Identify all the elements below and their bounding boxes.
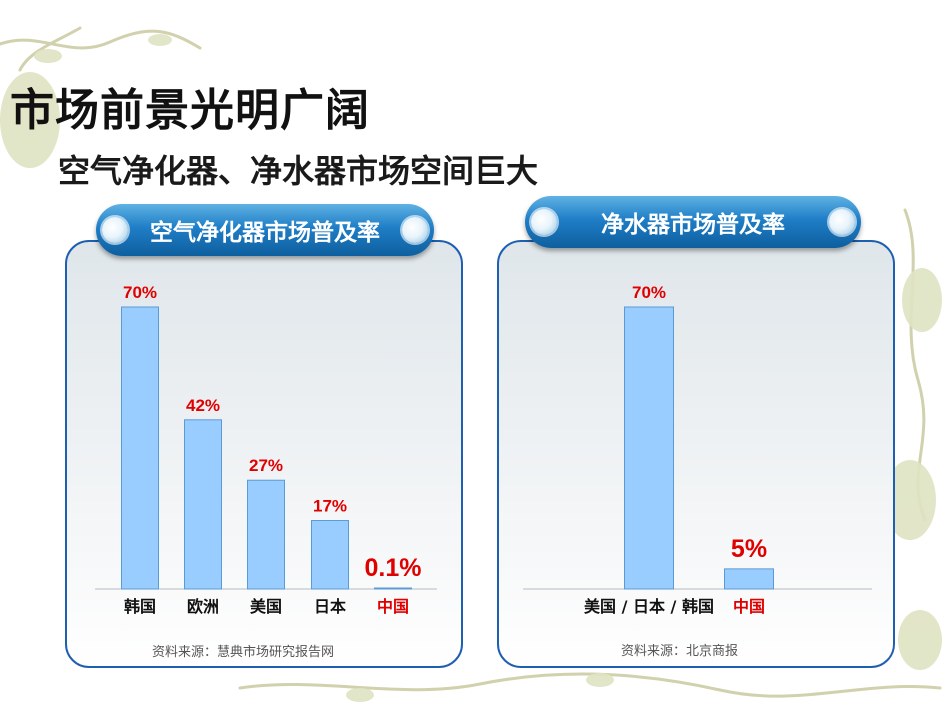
- data-label: 42%: [186, 396, 220, 415]
- bar: [624, 306, 674, 590]
- category-label: 欧洲: [187, 597, 219, 616]
- bar: [184, 419, 222, 590]
- bar: [121, 306, 159, 590]
- knob-icon: [531, 209, 557, 235]
- bar: [311, 520, 349, 590]
- air-purifier-chart-title: 空气净化器市场普及率: [150, 220, 380, 246]
- air-purifier-chart-title-pill: 空气净化器市场普及率: [96, 204, 434, 256]
- category-label: 美国: [250, 597, 282, 616]
- knob-icon: [102, 217, 128, 243]
- page-subtitle: 空气净化器、净水器市场空间巨大: [58, 152, 539, 190]
- category-label: 中国: [733, 597, 765, 616]
- water-purifier-chart-panel: [497, 240, 895, 668]
- bar: [724, 568, 774, 590]
- data-label: 5%: [731, 535, 767, 563]
- page-title: 市场前景光明广阔: [10, 85, 370, 136]
- data-label: 0.1%: [365, 554, 422, 582]
- category-label: 韩国: [124, 597, 156, 616]
- data-label: 70%: [123, 283, 157, 302]
- category-label: 日本: [314, 597, 346, 616]
- category-label: 中国: [377, 597, 409, 616]
- knob-icon: [402, 217, 428, 243]
- category-label: 美国 / 日本 / 韩国: [584, 597, 714, 616]
- knob-icon: [829, 209, 855, 235]
- bar: [374, 587, 412, 590]
- data-label: 17%: [313, 497, 347, 516]
- data-label: 27%: [249, 456, 283, 475]
- bar: [247, 479, 285, 590]
- water-purifier-source: 资料来源：北京商报: [621, 644, 739, 659]
- water-purifier-chart-title: 净水器市场普及率: [601, 212, 785, 238]
- data-label: 70%: [632, 283, 666, 302]
- water-purifier-chart-title-pill: 净水器市场普及率: [525, 196, 861, 248]
- air-purifier-source: 资料来源：慧典市场研究报告网: [152, 645, 335, 660]
